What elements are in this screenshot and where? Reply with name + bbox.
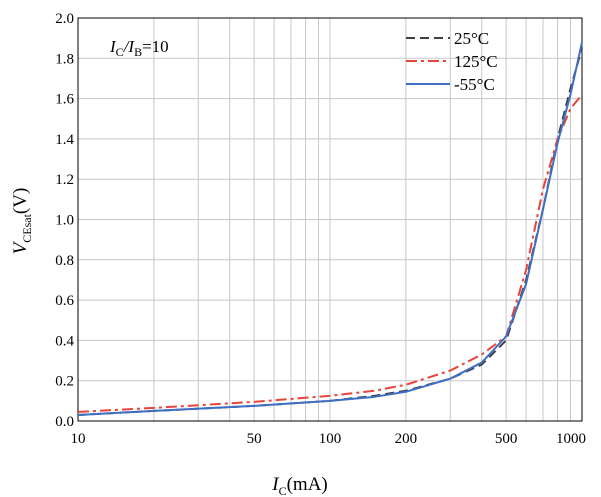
x-tick-labels: 10 50 100 200 500 1000 (71, 431, 587, 447)
x-tick-label: 200 (395, 431, 418, 447)
legend: 25°C 125°C -55°C (406, 29, 498, 94)
x-tick-label: 500 (495, 431, 518, 447)
y-tick-label: 0.4 (55, 333, 74, 349)
y-tick-labels: 0.0 0.2 0.4 0.6 0.8 1.0 1.2 1.4 1.6 1.8 2.0 (55, 11, 74, 430)
grid-lines (77, 17, 583, 422)
y-tick-label: 0.8 (55, 253, 74, 269)
legend-label-0: 25°C (454, 29, 489, 48)
legend-label-2: -55°C (454, 75, 495, 94)
y-tick-label: 1.0 (55, 213, 74, 229)
x-tick-label: 10 (71, 431, 86, 447)
ratio-annotation: IC/IB=10 (109, 37, 169, 59)
y-tick-label: 0.0 (55, 414, 74, 430)
series-layer (77, 41, 583, 416)
x-tick-label: 50 (247, 431, 262, 447)
y-tick-label: 1.4 (55, 132, 74, 148)
x-tick-label: 1000 (556, 431, 586, 447)
y-axis-title: VCEsat(V) (10, 188, 34, 255)
x-axis-title: IC(mA) (271, 474, 328, 497)
y-tick-label: 2.0 (55, 11, 74, 27)
y-tick-label: 1.6 (55, 92, 74, 108)
y-tick-label: 1.8 (55, 51, 74, 67)
y-tick-label: 0.2 (55, 374, 74, 390)
series-line-2 (77, 41, 583, 416)
y-tick-label: 1.2 (55, 172, 74, 188)
x-tick-label: 100 (319, 431, 342, 447)
legend-label-1: 125°C (454, 52, 498, 71)
y-tick-label: 0.6 (55, 293, 74, 309)
plot-frame (77, 17, 583, 422)
